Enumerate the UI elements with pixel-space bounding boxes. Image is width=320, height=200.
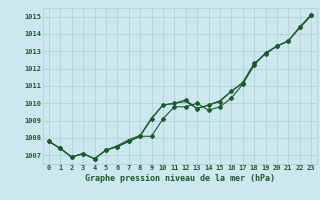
X-axis label: Graphe pression niveau de la mer (hPa): Graphe pression niveau de la mer (hPa)	[85, 174, 275, 183]
